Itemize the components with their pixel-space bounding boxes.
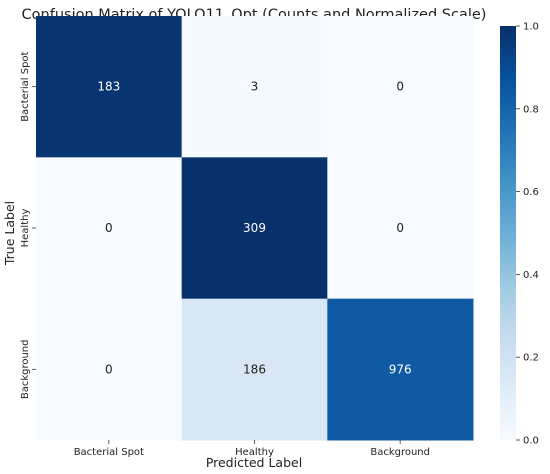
y-tick-label: Background — [20, 339, 31, 399]
colorbar-tick-label: 0.2 — [523, 353, 539, 364]
colorbar-tick-label: 0.4 — [523, 270, 539, 281]
heatmap-cell — [327, 298, 474, 441]
colorbar-tick-label: 1.0 — [523, 22, 539, 33]
colorbar-tick-label: 0.6 — [523, 187, 539, 198]
cell-count-label: 3 — [251, 80, 259, 94]
heatmap-cell — [181, 16, 328, 158]
colorbar-tick-label: 0.8 — [523, 104, 539, 115]
x-tick-label: Background — [370, 447, 430, 458]
heatmap-cell — [181, 157, 328, 300]
x-tick-label: Healthy — [235, 447, 274, 458]
colorbar-tick-label: 0.0 — [523, 436, 539, 447]
x-tick-label: Bacterial Spot — [74, 447, 144, 458]
heatmap-cell — [327, 16, 474, 158]
heatmap-cells: 183 3 0 0 309 0 0 186 976 — [36, 16, 474, 441]
cell-count-label: 309 — [243, 221, 266, 235]
y-tick-label: Bacterial Spot — [20, 51, 31, 121]
cell-count-label: 186 — [243, 362, 266, 376]
y-axis-ticks: Bacterial Spot Healthy Background — [20, 51, 36, 399]
x-axis-ticks: Bacterial Spot Healthy Background — [74, 440, 430, 458]
heatmap-cell — [36, 16, 183, 158]
y-axis-label: True Label — [2, 201, 17, 266]
heatmap-cell — [181, 298, 328, 441]
heatmap-cell — [327, 157, 474, 300]
heatmap-cell — [36, 157, 183, 300]
cell-count-label: 0 — [396, 80, 404, 94]
cell-count-label: 976 — [389, 362, 412, 376]
cell-count-label: 0 — [105, 362, 113, 376]
heatmap-cell — [36, 298, 183, 441]
cell-count-label: 0 — [396, 221, 404, 235]
cell-count-label: 0 — [105, 221, 113, 235]
colorbar-ticks: 0.0 0.2 0.4 0.6 0.8 1.0 — [516, 22, 539, 447]
x-axis-label: Predicted Label — [206, 455, 302, 470]
colorbar — [500, 26, 516, 440]
cell-count-label: 183 — [97, 80, 120, 94]
y-tick-label: Healthy — [20, 209, 31, 248]
